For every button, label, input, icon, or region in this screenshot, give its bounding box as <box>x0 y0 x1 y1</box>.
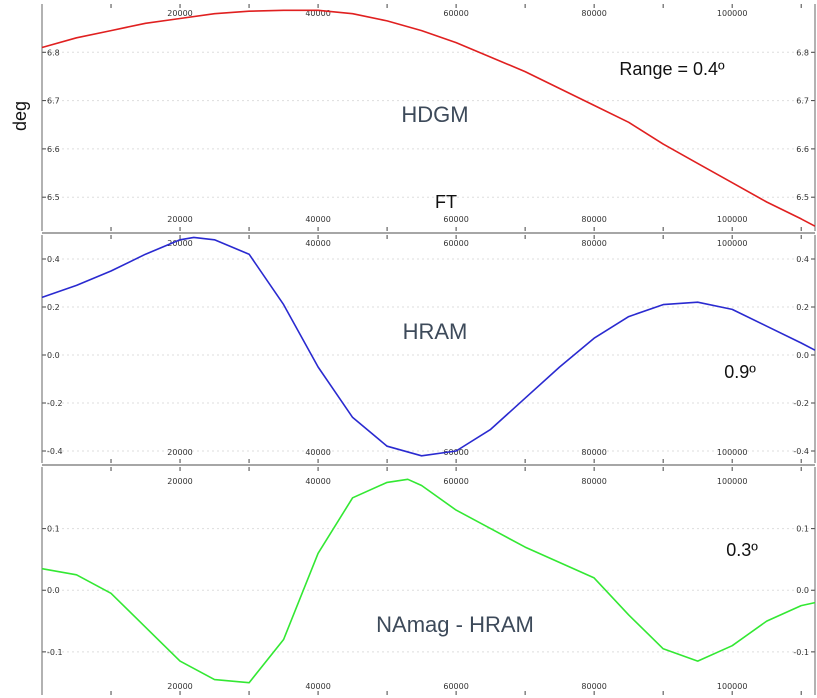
x-tick-label-top: 80000 <box>581 239 606 248</box>
x-tick-label-bottom: 100000 <box>717 215 748 224</box>
y-tick-label-right: 0.0 <box>796 351 809 360</box>
y-tick-label-left: -0.1 <box>47 648 63 657</box>
series-line-1 <box>41 9 816 227</box>
y-tick-label-right: 6.5 <box>796 193 809 202</box>
annotation-label: HDGM <box>401 102 468 127</box>
x-tick-label-top: 100000 <box>717 477 748 486</box>
series-line-1 <box>41 236 816 457</box>
x-tick-label-top: 40000 <box>305 239 330 248</box>
x-tick-label-top: 60000 <box>443 9 468 18</box>
annotation-label: 0.3º <box>726 540 758 560</box>
x-tick-label-bottom: 40000 <box>305 682 330 691</box>
x-tick-label-top: 100000 <box>717 239 748 248</box>
x-tick-label-bottom: 40000 <box>305 448 330 457</box>
x-tick-label-top: 40000 <box>305 9 330 18</box>
x-tick-label-top: 100000 <box>717 9 748 18</box>
x-tick-label-bottom: 100000 <box>717 682 748 691</box>
x-tick-label-top: 20000 <box>167 9 192 18</box>
y-tick-label-left: 0.4 <box>47 255 60 264</box>
x-tick-label-bottom: 60000 <box>443 682 468 691</box>
x-tick-label-bottom: 20000 <box>167 215 192 224</box>
x-tick-label-bottom: 40000 <box>305 215 330 224</box>
chart-panel-1: 6.5 6.5 6.6 6.6 6.7 6.7 6.8 6.8 20000 20000 40000 4… <box>41 4 816 231</box>
x-tick-label-bottom: 80000 <box>581 215 606 224</box>
y-tick-label-left: 0.1 <box>47 525 60 534</box>
y-tick-label-right: 0.1 <box>796 525 809 534</box>
x-tick-label-bottom: 100000 <box>717 448 748 457</box>
ft-label: FT <box>435 192 457 212</box>
y-tick-label-left: -0.2 <box>47 399 63 408</box>
x-tick-label-top: 80000 <box>581 477 606 486</box>
x-tick-label-bottom: 80000 <box>581 682 606 691</box>
x-tick-label-top: 80000 <box>581 9 606 18</box>
y-tick-label-left: -0.4 <box>47 447 63 456</box>
x-tick-label-top: 60000 <box>443 477 468 486</box>
chart-panels: 6.5 6.5 6.6 6.6 6.7 6.7 6.8 6.8 20000 20000 40000 4… <box>41 4 816 695</box>
y-tick-label-left: 0.0 <box>47 351 60 360</box>
overlay-labels: deg FT <box>10 101 457 212</box>
x-tick-label-bottom: 20000 <box>167 682 192 691</box>
y-tick-label-right: 0.4 <box>796 255 809 264</box>
y-axis-label: deg <box>10 101 30 131</box>
y-tick-label-right: -0.4 <box>793 447 809 456</box>
x-tick-label-top: 40000 <box>305 477 330 486</box>
y-tick-label-right: -0.2 <box>793 399 809 408</box>
y-tick-label-left: 6.8 <box>47 48 60 57</box>
x-tick-label-top: 20000 <box>167 477 192 486</box>
y-tick-label-right: 0.0 <box>796 586 809 595</box>
y-tick-label-right: 6.6 <box>796 145 809 154</box>
y-tick-label-right: 6.7 <box>796 97 809 106</box>
y-tick-label-right: 0.2 <box>796 303 809 312</box>
y-tick-label-left: 6.5 <box>47 193 60 202</box>
annotation-label: 0.9º <box>724 362 756 382</box>
annotation-label: HRAM <box>403 319 468 344</box>
x-tick-label-top: 20000 <box>167 239 192 248</box>
y-tick-label-right: -0.1 <box>793 648 809 657</box>
series-line-1 <box>41 478 816 684</box>
x-tick-label-bottom: 60000 <box>443 215 468 224</box>
annotation-label: NAmag - HRAM <box>376 612 534 637</box>
x-tick-label-bottom: 20000 <box>167 448 192 457</box>
y-tick-label-left: 6.7 <box>47 97 60 106</box>
chart-panel-3: -0.1 -0.1 0.0 0.0 0.1 0.1 20000 20000 40000 40000… <box>41 467 816 695</box>
y-tick-label-right: 6.8 <box>796 48 809 57</box>
y-tick-label-left: 0.2 <box>47 303 60 312</box>
y-tick-label-left: 6.6 <box>47 145 60 154</box>
annotation-label: Range = 0.4º <box>619 59 725 79</box>
x-tick-label-bottom: 80000 <box>581 448 606 457</box>
x-tick-label-top: 60000 <box>443 239 468 248</box>
y-tick-label-left: 0.0 <box>47 586 60 595</box>
chart-panel-2: -0.4 -0.4 -0.2 -0.2 0.0 0.0 0.2 0.2 0.4 0.4 20000 2… <box>41 235 816 463</box>
x-tick-label-bottom: 60000 <box>443 448 468 457</box>
